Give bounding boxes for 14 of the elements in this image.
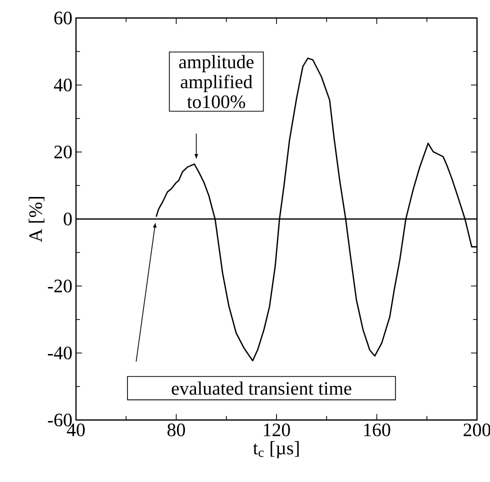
x-axis-title: t$_{c}$ [µs] [253, 441, 299, 458]
y-axis-title: A [%] [28, 197, 44, 242]
y-tick-label: 60 [54, 12, 72, 24]
annotation: amplitude amplified to100% [179, 55, 254, 108]
y-tick-label: 0 [64, 212, 72, 226]
y-tick-label: -20 [48, 280, 72, 292]
x-tick-label: 160 [364, 424, 390, 436]
y-tick-label: 40 [54, 78, 72, 92]
x-tick-label: 80 [168, 424, 185, 436]
y-tick-label: 20 [54, 146, 72, 158]
x-tick-label: 200 [464, 424, 490, 436]
y-tick-label: -40 [48, 346, 72, 360]
annotation: evaluated transient time [172, 382, 352, 395]
x-tick-label: 120 [264, 424, 290, 436]
